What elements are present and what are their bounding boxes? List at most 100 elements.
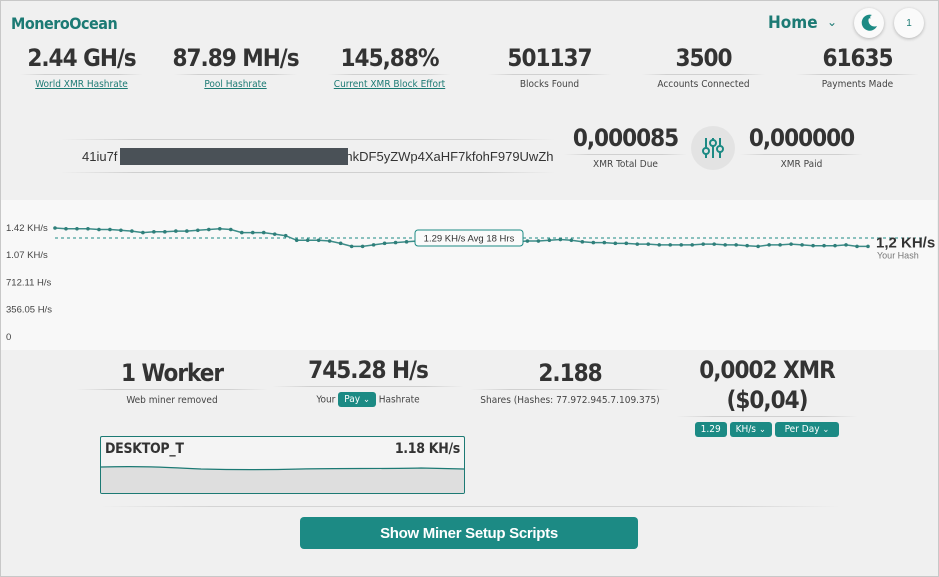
stat-value: 3500 — [675, 44, 732, 72]
theme-toggle-button[interactable]: ★ ★ — [854, 8, 884, 38]
hashrate-point — [294, 238, 299, 243]
shares-sub: Shares (Hashes: 77.972.945.7.109.375) — [480, 395, 660, 406]
hashrate-point — [833, 243, 837, 248]
hashrate-point — [580, 240, 585, 244]
address-suffix: hkDF5yZWp4XaHF7kfohF979UwZh — [345, 149, 554, 164]
hashrate-point — [822, 243, 826, 248]
hashrate-point — [393, 240, 398, 245]
your-hashrate-stat: 745.28 H/s Your Pay ⌄ Hashrate — [272, 355, 464, 407]
hashrate-suffix: Hashrate — [378, 394, 420, 406]
calc-unit-select[interactable]: KH/s ⌄ — [729, 422, 772, 437]
worker-rate: 1.18 KH/s — [394, 441, 460, 457]
block-effort-link[interactable]: Current XMR Block Effort — [333, 79, 446, 90]
stat-value: 87.89 MH/s — [172, 44, 299, 72]
current-hash-label: Your Hash — [877, 250, 919, 260]
hashrate-point — [624, 241, 629, 246]
hashrate-point — [404, 240, 409, 244]
address-prefix: 41iu7f — [82, 149, 118, 164]
hashrate-point — [558, 237, 563, 242]
notifications-button[interactable]: 1 — [894, 8, 924, 38]
chevron-down-icon[interactable]: ⌄ — [827, 15, 838, 29]
address-redaction — [120, 148, 348, 165]
hashrate-point — [657, 243, 662, 247]
hashrate-point — [690, 243, 695, 247]
workers-count: 1 Worker — [120, 359, 224, 387]
hashrate-point — [141, 230, 145, 235]
stat-accounts-connected: 3500 Accounts Connected — [636, 43, 771, 90]
world-hashrate-link[interactable]: World XMR Hashrate — [35, 79, 128, 90]
stat-block-effort: 145,88% Current XMR Block Effort — [322, 43, 457, 90]
y-tick-label: 0 — [6, 332, 11, 343]
hashrate-point — [108, 227, 112, 232]
hashrate-point — [701, 242, 706, 246]
hashrate-point — [97, 227, 101, 232]
wallet-address[interactable]: 41iu7f hkDF5yZWp4XaHF7kfohF979UwZh — [82, 149, 554, 164]
stat-value: 145,88% — [340, 44, 440, 72]
hashrate-point — [789, 242, 793, 246]
earnings-stat: 0,0002 XMR ($0,04) 1.29 KH/s ⌄ Per Day ⌄ — [676, 355, 858, 437]
hashrate-point — [525, 239, 530, 243]
hashrate-point — [723, 243, 727, 247]
stat-label: XMR Paid — [780, 159, 823, 170]
worker-name: DESKTOP_T — [105, 441, 184, 457]
stat-value: 61635 — [822, 44, 893, 72]
stat-pool-hashrate: 87.89 MH/s Pool Hashrate — [168, 43, 303, 90]
hashrate-point — [844, 243, 848, 247]
stat-label: Accounts Connected — [657, 79, 750, 90]
hashrate-point — [130, 229, 134, 233]
y-tick-label: 356.05 H/s — [6, 305, 52, 316]
stat-xmr-paid: 0,000000 XMR Paid — [734, 123, 869, 170]
nav-home[interactable]: Home — [768, 13, 818, 33]
hashrate-point — [174, 229, 178, 233]
stat-label: XMR Total Due — [593, 159, 658, 170]
y-tick-label: 1.07 KH/s — [6, 250, 48, 261]
hashrate-point — [800, 243, 804, 247]
hashrate-point — [185, 229, 189, 233]
current-hash-value: 1,2 KH/s — [876, 234, 935, 251]
hashrate-point — [272, 232, 277, 236]
hashrate-point — [228, 227, 233, 232]
hashrate-point — [86, 226, 90, 231]
calc-period-select[interactable]: Per Day ⌄ — [774, 422, 840, 437]
hashrate-point — [261, 230, 266, 235]
hashrate-point — [316, 238, 321, 243]
y-tick-label: 712.11 H/s — [6, 277, 51, 288]
stat-world-hashrate: 2.44 GH/s World XMR Hashrate — [14, 43, 149, 90]
calc-hashrate-input[interactable]: 1.29 — [694, 422, 727, 437]
stat-blocks-found: 501137 Blocks Found — [482, 43, 617, 90]
hashrate-prefix: Your — [316, 394, 336, 406]
earnings-value: 0,0002 XMR ($0,04) — [699, 356, 836, 414]
hashrate-point — [679, 243, 684, 247]
hashrate-point — [338, 241, 343, 246]
show-miner-setup-button[interactable]: Show Miner Setup Scripts — [300, 517, 638, 549]
hashrate-point — [547, 238, 552, 243]
hashrate-point — [382, 241, 387, 246]
hashrate-point — [75, 226, 79, 231]
hashrate-point — [866, 244, 870, 249]
hashrate-point — [152, 230, 156, 234]
hashrate-point — [646, 242, 651, 246]
hashrate-point — [668, 243, 673, 247]
your-hashrate-value: 745.28 H/s — [308, 356, 429, 384]
worker-sparkline — [101, 466, 464, 493]
pool-hashrate-link[interactable]: Pool Hashrate — [204, 79, 267, 90]
brand-logo[interactable]: MoneroOcean — [11, 14, 118, 33]
hashrate-point — [250, 230, 255, 235]
worker-card[interactable]: DESKTOP_T 1.18 KH/s — [100, 436, 465, 494]
shares-stat: 2.188 Shares (Hashes: 77.972.945.7.109.3… — [470, 358, 670, 406]
hashrate-point — [756, 244, 760, 249]
hashrate-point — [613, 241, 618, 246]
hashrate-point — [855, 244, 859, 249]
hashrate-point — [207, 227, 211, 232]
payment-settings-button[interactable] — [691, 126, 735, 170]
hashrate-point — [360, 244, 365, 249]
stat-payments-made: 61635 Payments Made — [790, 43, 925, 90]
hashrate-point — [53, 226, 57, 230]
hashrate-point — [591, 240, 596, 245]
stat-label: Payments Made — [821, 79, 894, 90]
hashrate-point — [734, 243, 738, 247]
hashrate-type-select[interactable]: Pay ⌄ — [338, 392, 376, 407]
stat-label: Blocks Found — [519, 79, 580, 90]
hashrate-point — [778, 243, 782, 247]
